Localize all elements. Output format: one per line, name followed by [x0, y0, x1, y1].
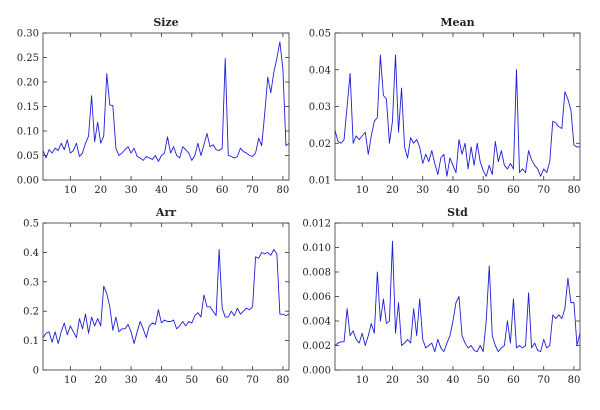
- y-tick-label: 0.04: [309, 65, 331, 76]
- y-tick-label: 0.02: [309, 139, 331, 150]
- y-tick-label: 0.30: [17, 29, 39, 40]
- x-tick-label: 70: [537, 185, 550, 196]
- x-tick-label: 60: [216, 375, 229, 386]
- x-tick-label: 80: [568, 185, 581, 196]
- x-tick-label: 40: [447, 185, 460, 196]
- x-tick-label: 70: [246, 185, 259, 196]
- x-tick-label: 30: [416, 375, 429, 386]
- y-tick-label: 0.004: [302, 317, 331, 328]
- x-tick-label: 20: [94, 185, 107, 196]
- y-tick-label: 0.1: [23, 336, 39, 347]
- y-tick-label: 0.3: [23, 277, 39, 288]
- x-tick-label: 50: [477, 375, 490, 386]
- y-tick-label: 0.000: [302, 366, 331, 377]
- x-tick-label: 80: [568, 375, 581, 386]
- y-tick-label: 0.002: [302, 341, 331, 352]
- x-tick-label: 50: [185, 185, 198, 196]
- x-tick-label: 50: [477, 185, 490, 196]
- x-tick-label: 40: [155, 375, 168, 386]
- x-tick-label: 10: [64, 375, 77, 386]
- y-tick-label: 0.03: [309, 102, 331, 113]
- x-tick-label: 40: [447, 375, 460, 386]
- chart-panel-arr: Arr 0 0.1 0.2 0.3 0.4 0.5 10 20 30 40 50 60 70 80: [23, 206, 290, 386]
- series-line: [334, 54, 580, 177]
- plot-frame: [42, 222, 290, 371]
- chart-title: Mean: [440, 16, 474, 29]
- x-tick-label: 20: [94, 375, 107, 386]
- y-tick-label: 0.010: [302, 243, 331, 254]
- chart-panel-size: Size 0.00 0.05 0.10 0.15 0.20 0.25 0.30 10 20 30 40…: [17, 16, 290, 196]
- plot-frame: [42, 32, 290, 181]
- y-tick-label: 0.00: [17, 176, 39, 187]
- x-tick-label: 60: [507, 185, 520, 196]
- x-tick-label: 60: [216, 185, 229, 196]
- y-tick-label: 0.012: [302, 219, 331, 230]
- x-tick-label: 50: [185, 375, 198, 386]
- y-tick-label: 0.5: [23, 219, 39, 230]
- chart-title: Arr: [155, 206, 176, 219]
- y-tick-label: 0.2: [23, 307, 39, 318]
- x-tick-label: 70: [537, 375, 550, 386]
- series-line: [334, 240, 581, 353]
- x-tick-label: 30: [416, 185, 429, 196]
- y-tick-label: 0.25: [17, 53, 39, 64]
- x-tick-label: 10: [64, 185, 77, 196]
- x-tick-label: 80: [277, 185, 290, 196]
- y-tick-label: 0.05: [17, 151, 39, 162]
- x-tick-label: 20: [386, 185, 399, 196]
- x-tick-label: 10: [356, 185, 369, 196]
- y-tick-label: 0.4: [23, 248, 39, 259]
- y-tick-label: 0.15: [17, 102, 39, 113]
- y-tick-label: 0.01: [309, 176, 331, 187]
- y-tick-label: 0: [33, 366, 39, 377]
- y-tick-label: 0.006: [302, 292, 331, 303]
- chart-title: Std: [447, 206, 468, 219]
- x-tick-label: 60: [507, 375, 520, 386]
- chart-panel-std: Std 0.000 0.002 0.004 0.006 0.008 0.010 0.012 10…: [302, 206, 581, 386]
- y-tick-label: 0.10: [17, 127, 39, 138]
- x-tick-label: 30: [125, 375, 138, 386]
- chart-panel-mean: Mean 0.01 0.02 0.03 0.04 0.05 10 20 30 40 50 60 70 80: [309, 16, 581, 196]
- x-tick-label: 70: [246, 375, 259, 386]
- chart-title: Size: [153, 16, 178, 29]
- plot-frame: [334, 222, 581, 371]
- y-tick-label: 0.05: [309, 29, 331, 40]
- x-tick-label: 20: [386, 375, 399, 386]
- y-tick-label: 0.008: [302, 268, 331, 279]
- x-tick-label: 10: [356, 375, 369, 386]
- y-tick-label: 0.20: [17, 78, 39, 89]
- series-line: [42, 249, 290, 344]
- x-tick-label: 40: [155, 185, 168, 196]
- x-tick-label: 80: [277, 375, 290, 386]
- series-line: [42, 41, 290, 162]
- x-tick-label: 30: [125, 185, 138, 196]
